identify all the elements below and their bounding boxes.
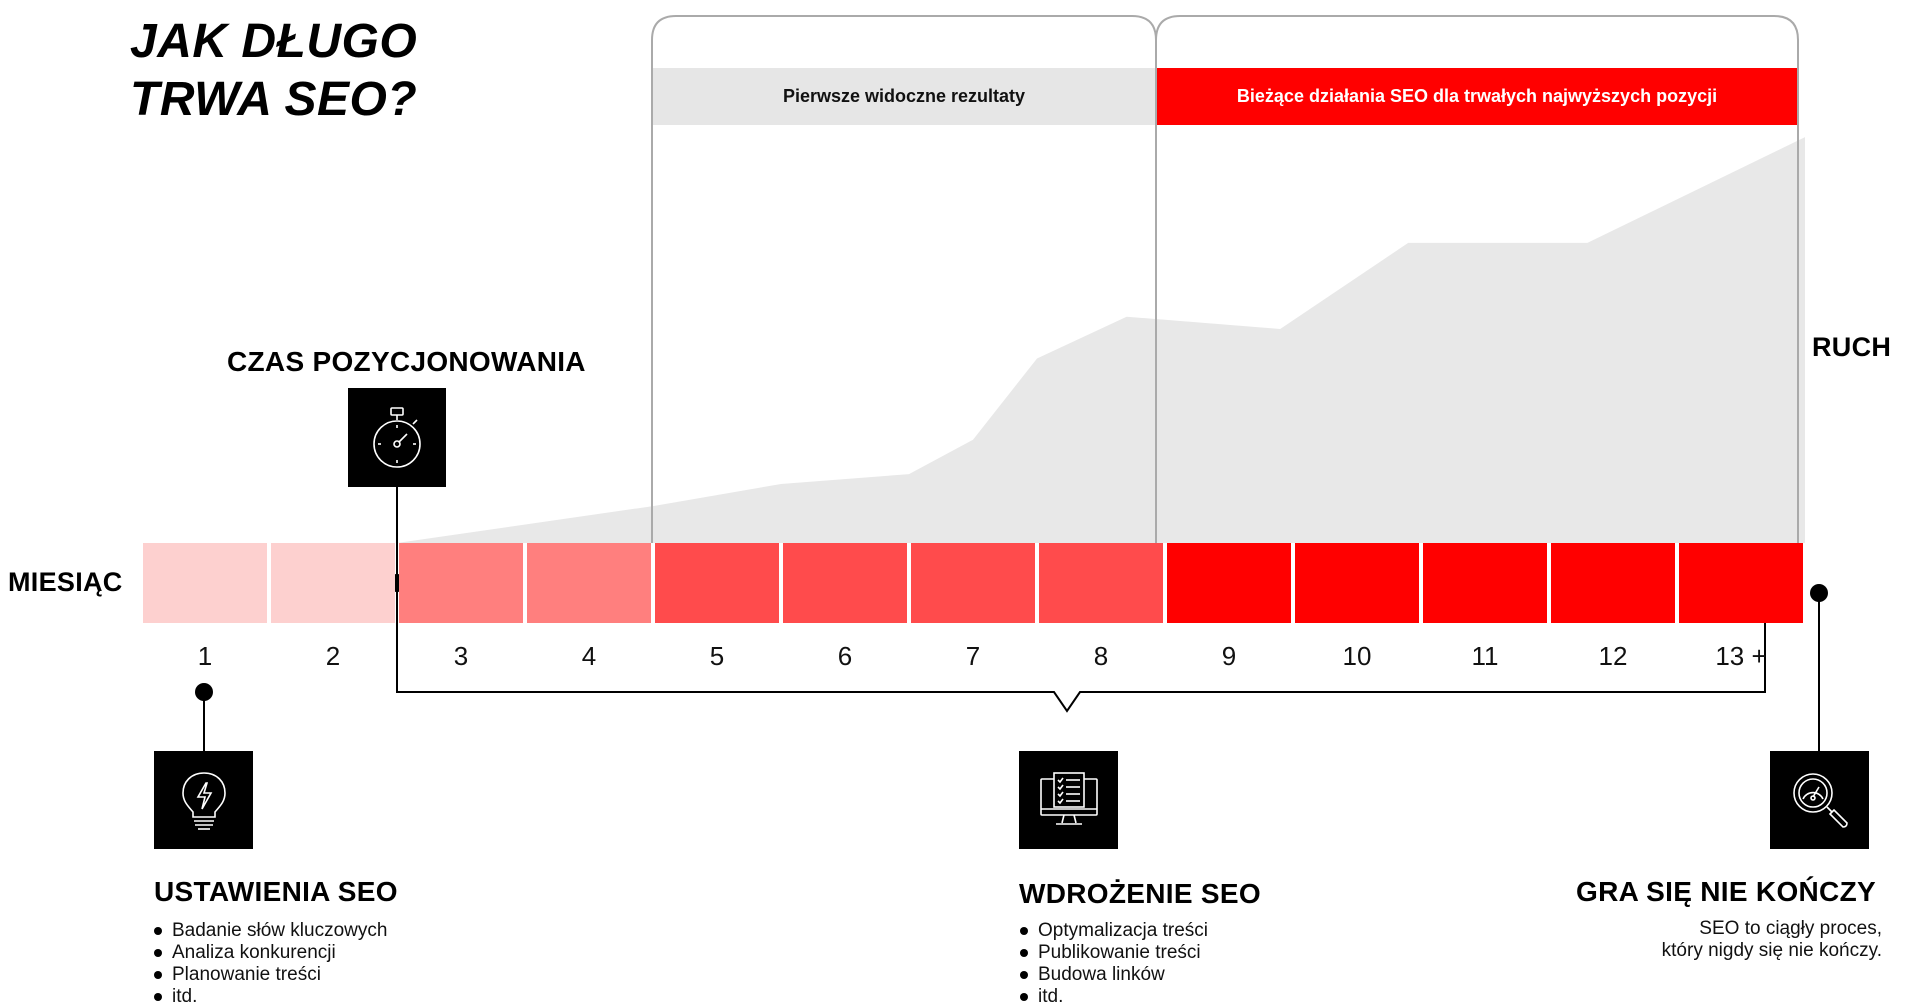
endless-title: GRA SIĘ NIE KOŃCZY	[1576, 876, 1876, 907]
month-cell	[1551, 543, 1675, 623]
months-label: MIESIĄC	[8, 567, 123, 597]
traffic-area	[397, 137, 1805, 543]
month-number: 12	[1598, 641, 1628, 671]
month-cell	[527, 543, 651, 623]
magnifier-gauge-icon	[1770, 751, 1869, 849]
month-number: 4	[581, 641, 597, 671]
first-results-label: Pierwsze widoczne rezultaty	[782, 86, 1026, 106]
ongoing-frame	[1155, 15, 1799, 543]
month-number: 9	[1221, 641, 1237, 671]
list-item: Analiza konkurencji	[152, 942, 387, 964]
title-line-1: JAK DŁUGO	[130, 15, 418, 68]
list-item: Budowa linków	[1018, 964, 1208, 986]
month-number: 7	[965, 641, 981, 671]
implementation-title: WDROŻENIE SEO	[1019, 878, 1261, 909]
implementation-bracket	[396, 583, 1766, 713]
month-number: 6	[837, 641, 853, 671]
month-number: 3	[453, 641, 469, 671]
month-number: 10	[1342, 641, 1372, 671]
list-item: Optymalizacja treści	[1018, 920, 1208, 942]
month-cell	[399, 543, 523, 623]
title-line-2: TRWA SEO?	[130, 73, 418, 126]
month-cell	[783, 543, 907, 623]
month-cell	[271, 543, 395, 623]
month-cell	[911, 543, 1035, 623]
list-item: Badanie słów kluczowych	[152, 920, 387, 942]
month-number: 8	[1093, 641, 1109, 671]
first-results-frame	[651, 15, 1157, 543]
month-cell	[1039, 543, 1163, 623]
month-cell	[1167, 543, 1291, 623]
setup-dot	[195, 683, 213, 701]
list-item: Planowanie treści	[152, 964, 387, 986]
implementation-list: Optymalizacja treści Publikowanie treści…	[1018, 920, 1208, 1008]
setup-title: USTAWIENIA SEO	[154, 876, 398, 907]
month-cell	[1679, 543, 1803, 623]
timing-label: CZAS POZYCJONOWANIA	[227, 346, 586, 377]
stopwatch-icon	[348, 388, 446, 487]
lightbulb-icon	[154, 751, 253, 849]
month-number: 1	[197, 641, 213, 671]
list-item: Publikowanie treści	[1018, 942, 1208, 964]
ongoing-banner: Bieżące działania SEO dla trwałych najwy…	[1157, 68, 1797, 125]
ongoing-label: Bieżące działania SEO dla trwałych najwy…	[1236, 86, 1718, 106]
setup-list: Badanie słów kluczowych Analiza konkuren…	[152, 920, 387, 1008]
traffic-label: RUCH	[1812, 332, 1892, 362]
month-number: 2	[325, 641, 341, 671]
list-item: itd.	[1018, 986, 1208, 1008]
month-number: 11	[1471, 641, 1499, 671]
month-cell	[143, 543, 267, 623]
monitor-checklist-icon	[1019, 751, 1118, 849]
month-number: 13 +	[1715, 641, 1767, 671]
endless-text-line-1: SEO to ciągły proces,	[1699, 918, 1882, 939]
first-results-banner: Pierwsze widoczne rezultaty	[653, 68, 1155, 125]
month-cell	[1295, 543, 1419, 623]
month-cell	[655, 543, 779, 623]
endless-dot	[1810, 584, 1828, 602]
list-item: itd.	[152, 986, 387, 1008]
month-number: 5	[709, 641, 725, 671]
endless-text-line-2: który nigdy się nie kończy.	[1661, 940, 1882, 961]
month-cell	[1423, 543, 1547, 623]
